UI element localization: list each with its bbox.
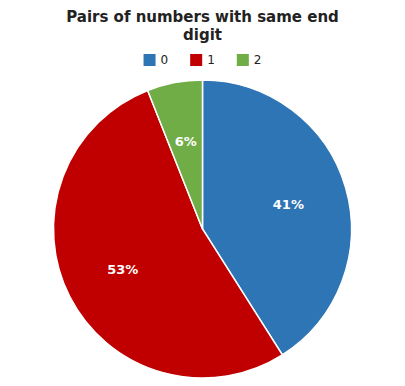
legend-swatch xyxy=(144,54,156,66)
legend-label: 2 xyxy=(254,53,262,67)
title: Pairs of numbers with same enddigit xyxy=(66,8,339,44)
legend-item: 0 xyxy=(144,53,169,67)
pie-slice xyxy=(148,80,203,229)
pie xyxy=(54,80,352,378)
data-label: 6% xyxy=(175,134,197,149)
legend-swatch xyxy=(237,54,249,66)
legend-label: 1 xyxy=(207,53,215,67)
chart: Pairs of numbers with same enddigit 0 1 2 41… xyxy=(0,0,405,386)
legend-label: 0 xyxy=(161,53,169,67)
legend-swatch xyxy=(190,54,202,66)
data-label: 53% xyxy=(107,262,138,277)
data-label: 41% xyxy=(273,197,304,212)
legend: 0 1 2 xyxy=(144,53,262,67)
data-labels: 41% 53% 6% xyxy=(107,134,304,277)
legend-item: 2 xyxy=(237,53,262,67)
legend-item: 1 xyxy=(190,53,215,67)
